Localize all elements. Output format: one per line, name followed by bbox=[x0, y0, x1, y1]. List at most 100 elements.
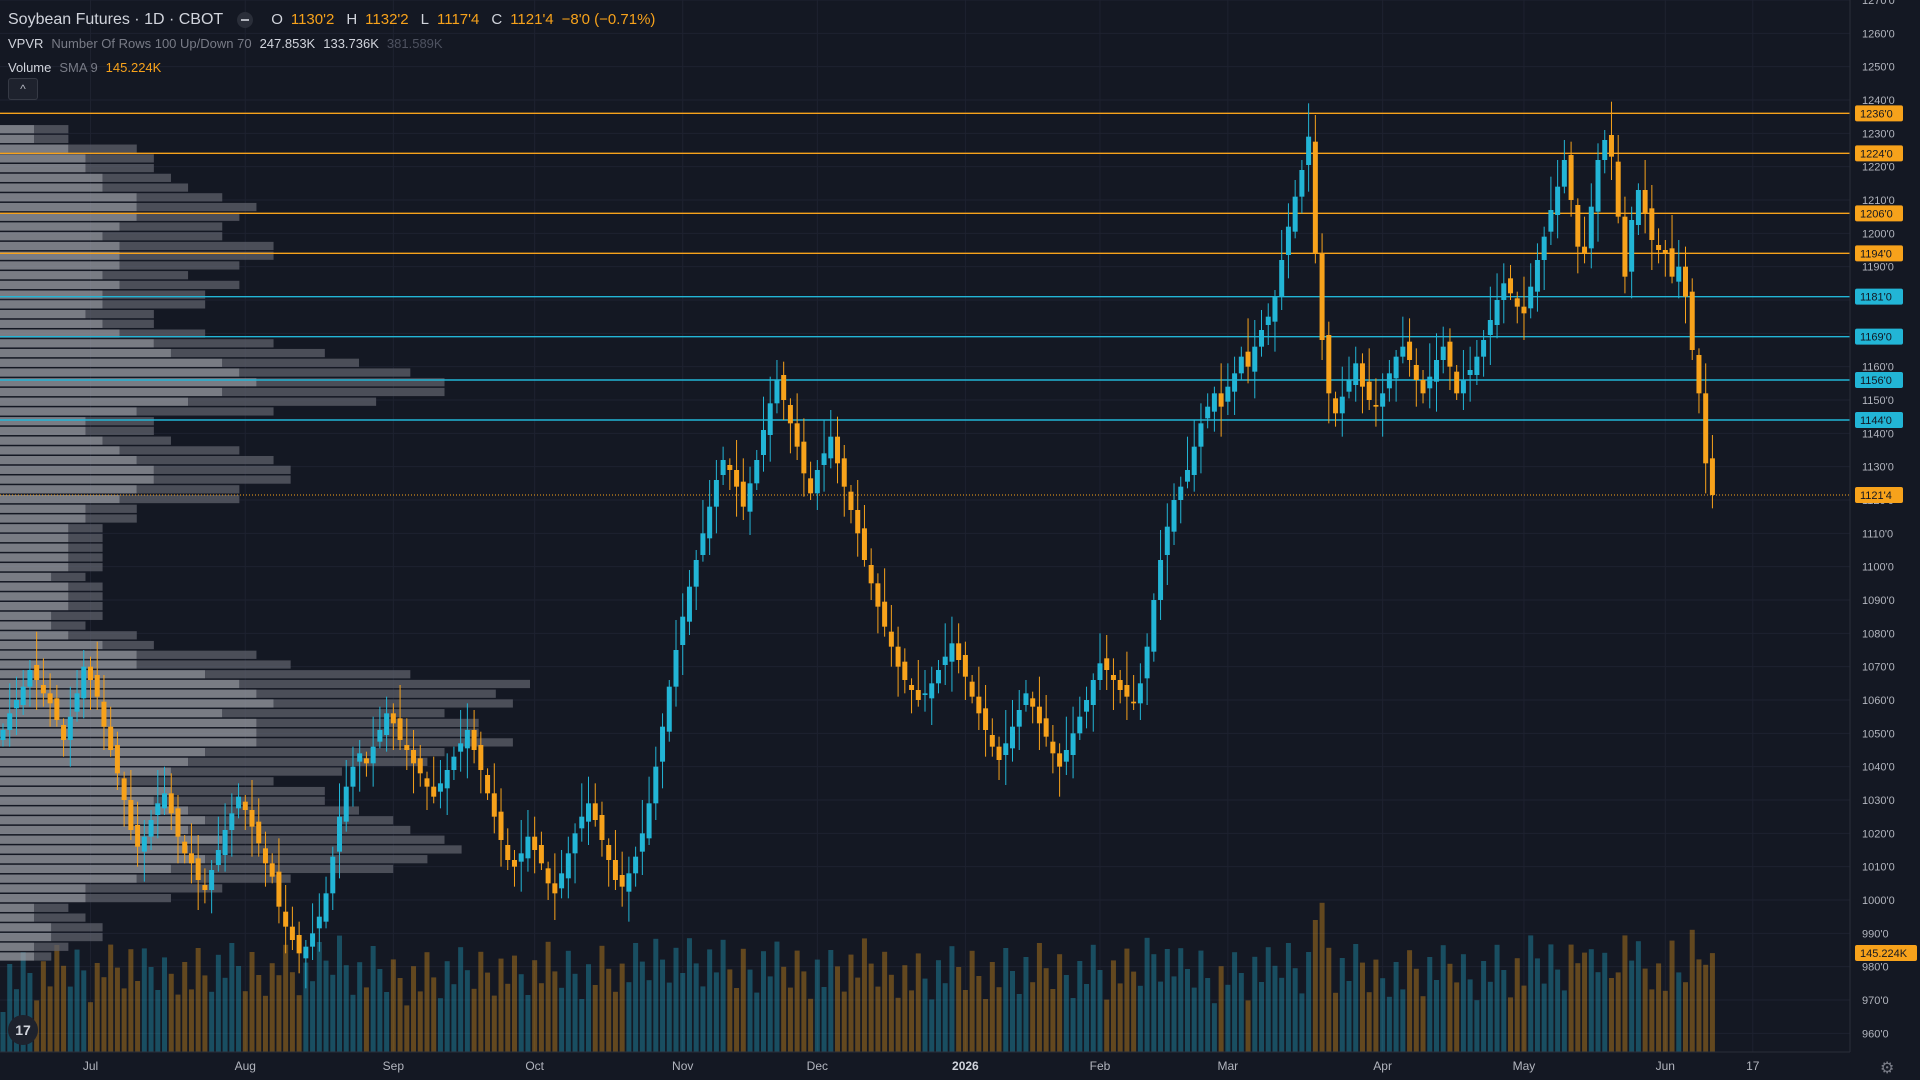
gear-icon[interactable]: ⚙ bbox=[1880, 1060, 1895, 1077]
candle-body bbox=[639, 833, 645, 852]
candle-body bbox=[801, 441, 807, 474]
volume-profile-down-row bbox=[85, 417, 154, 426]
volume-bar bbox=[1057, 954, 1063, 1052]
candle-body bbox=[666, 686, 672, 732]
volume-profile-up-row bbox=[0, 942, 35, 951]
vpvr-indicator-name[interactable]: VPVR bbox=[8, 36, 44, 51]
candle-body bbox=[1211, 393, 1217, 412]
candle-body bbox=[236, 796, 242, 809]
volume-profile-down-row bbox=[34, 952, 52, 961]
y-tick-label: 1020'0 bbox=[1862, 828, 1895, 840]
volume-bar bbox=[229, 943, 235, 1052]
candle-body bbox=[579, 816, 585, 829]
volume-profile-up-row bbox=[0, 183, 103, 192]
volume-profile-up-row bbox=[0, 786, 171, 796]
volume-bar bbox=[1299, 993, 1305, 1052]
volume-indicator-name[interactable]: Volume bbox=[8, 60, 52, 75]
candle-body bbox=[1030, 698, 1036, 707]
volume-profile-up-row bbox=[0, 816, 206, 825]
volume-bar bbox=[94, 963, 100, 1052]
volume-bar bbox=[1117, 983, 1123, 1052]
candle-body bbox=[902, 661, 908, 680]
volume-bar bbox=[1635, 941, 1641, 1052]
ohlc-low-key: L bbox=[420, 11, 429, 28]
volume-bar bbox=[491, 995, 497, 1052]
y-tick-label: 1100'0 bbox=[1862, 562, 1894, 574]
hide-series-icon[interactable] bbox=[237, 12, 254, 28]
candle-body bbox=[175, 808, 181, 837]
volume-profile-down-row bbox=[102, 300, 206, 309]
volume-bar bbox=[1649, 989, 1655, 1052]
volume-bar bbox=[720, 939, 726, 1052]
symbol-title[interactable]: Soybean Futures · 1D · CBOT bbox=[8, 11, 224, 28]
candle-body bbox=[458, 743, 464, 752]
y-tick-label: 1050'0 bbox=[1862, 728, 1895, 740]
volume-bar bbox=[1413, 968, 1419, 1052]
vpvr-down-volume: 133.736K bbox=[323, 36, 379, 51]
y-tick-label: 1270'0 bbox=[1862, 0, 1895, 7]
candle-body bbox=[1326, 335, 1332, 394]
level-price-label: 1156'0 bbox=[1860, 375, 1892, 387]
x-tick-label: Dec bbox=[807, 1059, 828, 1073]
candle-body bbox=[262, 848, 268, 864]
volume-profile-down-row bbox=[136, 202, 257, 212]
candle-body bbox=[316, 916, 322, 929]
volume-bar bbox=[437, 998, 443, 1052]
candle-body bbox=[1380, 393, 1386, 407]
volume-bar bbox=[525, 995, 531, 1052]
y-tick-label: 1140'0 bbox=[1862, 428, 1894, 440]
volume-profile-down-row bbox=[222, 709, 445, 718]
volume-profile-down-row bbox=[170, 864, 394, 874]
candle-body bbox=[283, 911, 289, 927]
volume-profile-down-row bbox=[102, 290, 206, 299]
volume-value-label: 145.224K bbox=[1860, 948, 1908, 960]
volume-bar bbox=[619, 963, 625, 1052]
volume-profile-up-row bbox=[0, 465, 154, 474]
candle-body bbox=[1023, 693, 1029, 705]
candle-body bbox=[572, 833, 578, 854]
volume-profile-up-row bbox=[0, 446, 120, 455]
candle-body bbox=[774, 380, 780, 404]
x-tick-label: May bbox=[1513, 1059, 1536, 1073]
x-tick-label: Feb bbox=[1090, 1059, 1111, 1073]
volume-bar bbox=[1420, 996, 1426, 1052]
volume-profile-down-row bbox=[136, 193, 223, 202]
candle-body bbox=[1481, 340, 1487, 357]
volume-profile-down-row bbox=[205, 816, 394, 825]
volume-profile-up-row bbox=[0, 777, 120, 786]
volume-bar bbox=[969, 950, 975, 1052]
candle-body bbox=[424, 778, 430, 787]
collapse-legend-button[interactable]: ^ bbox=[8, 78, 38, 100]
candle-body bbox=[437, 783, 443, 792]
volume-profile-up-row bbox=[0, 485, 137, 494]
volume-bar bbox=[40, 961, 46, 1052]
ohlc-open-key: O bbox=[271, 11, 283, 28]
volume-bar bbox=[1346, 981, 1352, 1052]
candle-body bbox=[1245, 351, 1251, 367]
candle-body bbox=[1036, 706, 1042, 724]
candle-body bbox=[848, 491, 854, 510]
volume-profile-down-row bbox=[102, 232, 223, 241]
level-price-tag bbox=[1855, 145, 1903, 162]
volume-bar bbox=[1669, 940, 1675, 1052]
last-price-tag bbox=[1855, 487, 1903, 503]
volume-bar bbox=[821, 987, 827, 1052]
candle-body bbox=[1521, 306, 1527, 314]
volume-bar bbox=[680, 973, 686, 1052]
candle-body bbox=[1319, 253, 1325, 340]
volume-bar bbox=[1124, 948, 1130, 1052]
candle-body bbox=[1272, 296, 1278, 322]
volume-profile-down-row bbox=[85, 514, 137, 523]
volume-profile-up-row bbox=[0, 524, 69, 533]
candle-body bbox=[54, 698, 60, 720]
y-tick-label: 1200'0 bbox=[1862, 228, 1895, 240]
volume-bar bbox=[1245, 1000, 1251, 1052]
volume-profile-up-row bbox=[0, 261, 120, 270]
volume-bar bbox=[976, 976, 982, 1052]
volume-profile-down-row bbox=[85, 154, 154, 163]
candle-body bbox=[538, 845, 544, 864]
tradingview-logo-icon[interactable]: 17 bbox=[8, 1015, 38, 1045]
candle-body bbox=[1144, 646, 1150, 679]
candle-body bbox=[1359, 363, 1365, 387]
